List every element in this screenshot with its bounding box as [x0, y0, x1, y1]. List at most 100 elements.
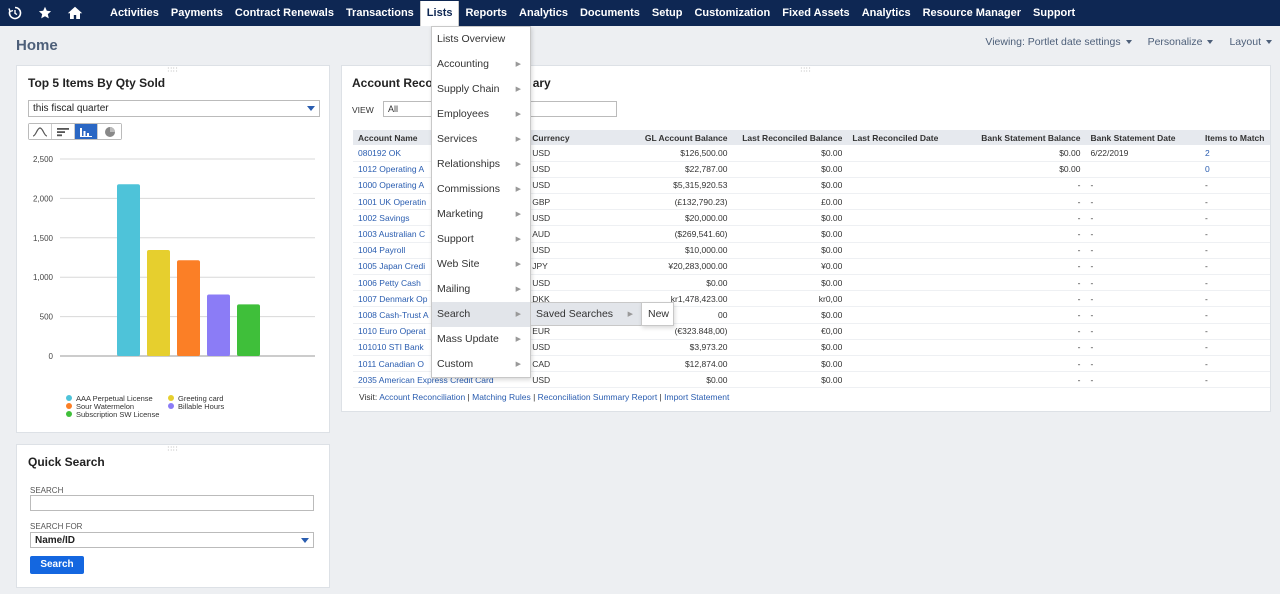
nav-link-reports[interactable]: Reports	[465, 7, 508, 19]
footer-link[interactable]: Import Statement	[664, 392, 730, 402]
nav-link-activities[interactable]: Activities	[110, 7, 159, 19]
menu-item-employees[interactable]: Employees ▶	[432, 102, 530, 127]
table-cell: -	[1199, 306, 1270, 324]
table-cell: -	[1085, 290, 1200, 308]
menu-item-commissions[interactable]: Commissions ▶	[432, 177, 530, 202]
pie-chart-icon[interactable]	[98, 124, 121, 139]
chevron-right-icon: ▶	[515, 211, 521, 218]
quick-search-portlet: ∷∷ Quick Search SEARCH SEARCH FOR Name/I…	[16, 444, 330, 588]
home-icon[interactable]	[60, 0, 90, 26]
bar-billable-hours	[207, 294, 230, 356]
footer-link[interactable]: Account Reconciliation	[379, 392, 466, 402]
footer-links: Visit: Account Reconciliation | Matching…	[359, 392, 729, 402]
menu-item-label: Mailing	[437, 283, 471, 295]
column-chart-icon[interactable]	[75, 124, 98, 139]
menu-item-search[interactable]: Search ▶	[432, 302, 530, 327]
nav-link-analytics[interactable]: Analytics	[519, 7, 568, 19]
table-cell: -	[958, 242, 1086, 259]
legend-label: Sour Watermelon	[76, 401, 135, 411]
menu-item-web-site[interactable]: Web Site ▶	[432, 252, 530, 277]
nav-link-analytics[interactable]: Analytics	[861, 7, 911, 19]
menu-item-support[interactable]: Support ▶	[432, 227, 530, 252]
nav-link-customization[interactable]: Customization	[694, 7, 771, 19]
drag-handle[interactable]: ∷∷	[167, 446, 179, 453]
table-row: 1001 UK Operatin GBP (£132,790.23) £0.00- - -	[353, 193, 1270, 211]
table-cell: -	[1199, 274, 1270, 292]
table-cell: -	[958, 225, 1086, 243]
header-controls: Viewing: Portlet date settings Personali…	[985, 36, 1272, 48]
chevron-right-icon: ▶	[515, 336, 521, 343]
star-icon[interactable]	[30, 0, 60, 26]
nav-link-documents[interactable]: Documents	[579, 7, 640, 19]
table-cell: -	[1199, 242, 1270, 259]
table-cell	[847, 323, 959, 340]
table-cell: $0.00	[958, 145, 1086, 162]
nav-link-payments[interactable]: Payments	[170, 7, 223, 19]
period-select[interactable]: this fiscal quarter	[28, 100, 320, 117]
table-cell: -	[958, 323, 1086, 340]
chevron-right-icon: ▶	[515, 286, 521, 293]
layout-dropdown[interactable]: Layout	[1229, 36, 1272, 48]
nav-link-setup[interactable]: Setup	[651, 7, 683, 19]
menu-item-marketing[interactable]: Marketing ▶	[432, 202, 530, 227]
legend-label: Billable Hours	[178, 401, 225, 411]
viewing-dropdown[interactable]: Viewing: Portlet date settings	[985, 36, 1132, 48]
nav-link-contract-renewals[interactable]: Contract Renewals	[234, 7, 334, 19]
horizontal-bar-icon[interactable]	[52, 124, 75, 139]
menu-item-accounting[interactable]: Accounting ▶	[432, 52, 530, 77]
menu-item-mailing[interactable]: Mailing ▶	[432, 277, 530, 302]
chart-type-toggle	[28, 123, 122, 140]
table-cell: $0.00	[583, 371, 733, 389]
personalize-dropdown[interactable]: Personalize	[1148, 36, 1214, 48]
chevron-right-icon: ▶	[515, 61, 521, 68]
nav-link-support[interactable]: Support	[1033, 7, 1076, 19]
history-icon[interactable]	[0, 0, 30, 26]
menu-item-lists-overview[interactable]: Lists Overview	[432, 27, 530, 52]
table-cell: -	[1085, 306, 1200, 324]
legend-swatch	[168, 403, 174, 409]
chart-legend: AAA Perpetual License Greeting card Sour W…	[66, 394, 266, 419]
search-button[interactable]: Search	[30, 556, 84, 574]
menu-item-custom[interactable]: Custom ▶	[432, 352, 530, 377]
legend-swatch	[168, 395, 174, 401]
table-cell: ¥20,283,000.00	[583, 258, 733, 276]
nav-link-resource-manager[interactable]: Resource Manager	[922, 7, 1022, 19]
footer-link[interactable]: Reconciliation Summary Report	[537, 392, 658, 402]
new-saved-search-menu-item[interactable]: New	[641, 302, 674, 326]
table-cell: ($269,541.60)	[583, 225, 733, 243]
separator: |	[657, 392, 665, 402]
footer-link[interactable]: Matching Rules	[472, 392, 531, 402]
nav-link-fixed-assets[interactable]: Fixed Assets	[782, 7, 850, 19]
table-cell: -	[1085, 225, 1200, 243]
table-cell: -	[1199, 355, 1270, 373]
menu-item-supply-chain[interactable]: Supply Chain ▶	[432, 77, 530, 102]
table-cell: -	[1199, 193, 1270, 211]
menu-item-services[interactable]: Services ▶	[432, 127, 530, 152]
table-cell[interactable]: 0	[1199, 161, 1270, 178]
search-input[interactable]	[30, 495, 314, 511]
nav-link-lists[interactable]: Lists	[419, 1, 460, 26]
y-tick-label: 500	[40, 313, 54, 322]
bar-aaa-perpetual-license	[117, 184, 140, 356]
menu-item-relationships[interactable]: Relationships ▶	[432, 152, 530, 177]
table-cell	[847, 306, 959, 324]
chevron-right-icon: ▶	[515, 111, 521, 118]
table-cell[interactable]: 2	[1199, 145, 1270, 162]
line-chart-icon[interactable]	[29, 124, 52, 139]
menu-item-mass-update[interactable]: Mass Update ▶	[432, 327, 530, 352]
saved-searches-menu-item[interactable]: Saved Searches ▶	[530, 302, 643, 326]
drag-handle[interactable]: ∷∷	[800, 67, 812, 74]
column-header: Currency	[527, 130, 584, 145]
column-header: Last Reconciled Date	[847, 130, 959, 145]
nav-link-transactions[interactable]: Transactions	[345, 7, 414, 19]
table-cell	[847, 339, 959, 356]
table-cell	[847, 193, 959, 211]
table-cell: $0.00	[732, 371, 848, 389]
table-cell: $0.00	[732, 242, 848, 259]
search-for-select[interactable]: Name/ID	[30, 532, 314, 548]
table-cell: -	[958, 274, 1086, 292]
table-cell: -	[1199, 290, 1270, 308]
table-cell: USD	[527, 209, 584, 227]
drag-handle[interactable]: ∷∷	[167, 67, 179, 74]
portlet-title: Quick Search	[28, 455, 105, 469]
